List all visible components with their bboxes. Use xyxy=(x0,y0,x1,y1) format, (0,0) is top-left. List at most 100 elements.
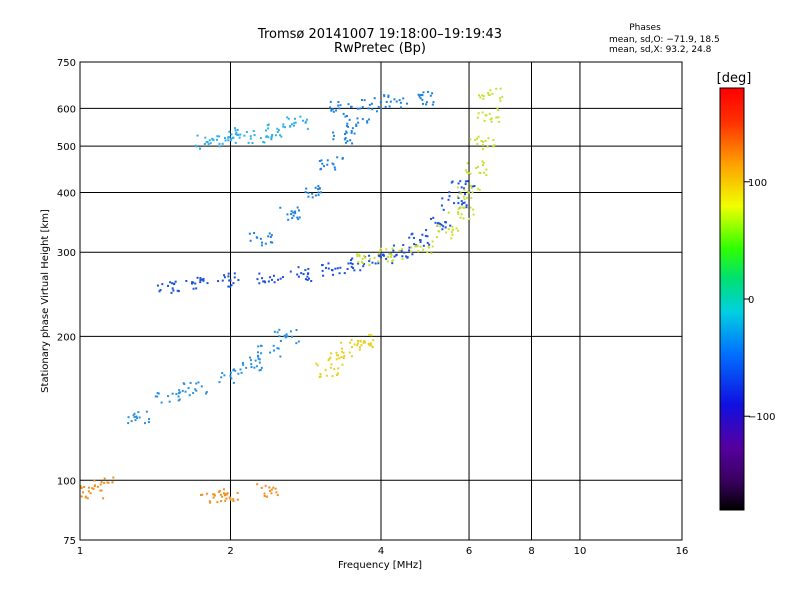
scatter-point xyxy=(402,244,405,247)
scatter-point xyxy=(468,217,471,220)
scatter-point xyxy=(329,356,332,359)
scatter-point xyxy=(487,137,490,140)
scatter-point xyxy=(419,245,422,248)
scatter-point xyxy=(349,262,352,265)
scatter-point xyxy=(286,116,289,119)
scatter-point xyxy=(279,277,282,280)
scatter-point xyxy=(280,135,283,138)
scatter-point xyxy=(232,282,235,285)
scatter-point xyxy=(132,414,135,417)
scatter-point xyxy=(84,495,87,498)
scatter-point xyxy=(276,331,279,334)
scatter-point xyxy=(476,137,479,140)
scatter-point xyxy=(188,394,191,397)
scatter-point xyxy=(296,273,299,276)
scatter-point xyxy=(282,123,285,126)
scatter-point xyxy=(194,388,197,391)
scatter-point xyxy=(260,486,263,489)
scatter-point xyxy=(189,381,192,384)
scatter-point xyxy=(299,115,302,118)
scatter-point xyxy=(336,267,339,270)
scatter-point xyxy=(334,267,337,270)
scatter-point xyxy=(154,395,157,398)
scatter-point xyxy=(199,281,202,284)
scatter-point xyxy=(425,101,428,104)
x-axis-ticks: 1 2 4 6 8 10 16 xyxy=(77,546,689,557)
scatter-point xyxy=(495,87,498,90)
scatter-point xyxy=(367,118,370,121)
colorbar-label: [deg] xyxy=(717,71,752,86)
scatter-point xyxy=(234,369,237,372)
scatter-point xyxy=(226,492,229,495)
scatter-point xyxy=(382,254,385,257)
scatter-point xyxy=(482,144,485,147)
scatter-point xyxy=(247,141,250,144)
scatter-point xyxy=(468,191,471,194)
scatter-point xyxy=(479,171,482,174)
scatter-point xyxy=(427,90,430,93)
scatter-point xyxy=(328,357,331,360)
scatter-point xyxy=(86,497,89,500)
scatter-point xyxy=(324,369,327,372)
scatter-point xyxy=(267,127,270,130)
scatter-point xyxy=(360,98,363,101)
scatter-point xyxy=(338,357,341,360)
scatter-point xyxy=(147,418,150,421)
scatter-point xyxy=(363,99,366,102)
scatter-point xyxy=(395,254,398,257)
scatter-point xyxy=(160,401,163,404)
scatter-point xyxy=(360,344,363,347)
scatter-point xyxy=(359,107,362,110)
scatter-point xyxy=(392,244,395,247)
scatter-point xyxy=(237,279,240,282)
scatter-point xyxy=(111,481,114,484)
x-tick-label: 8 xyxy=(528,546,534,557)
scatter-point xyxy=(385,100,388,103)
scatter-point xyxy=(400,248,403,251)
scatter-point xyxy=(171,392,174,395)
scatter-point xyxy=(267,123,270,126)
scatter-point xyxy=(370,344,373,347)
scatter-point xyxy=(208,139,211,142)
scatter-point xyxy=(371,346,374,349)
scatter-point xyxy=(276,127,279,130)
scatter-point xyxy=(135,415,138,418)
scatter-point xyxy=(451,225,454,228)
scatter-point xyxy=(274,487,277,490)
scatter-point xyxy=(358,346,361,349)
scatter-point xyxy=(316,364,319,367)
scatter-point xyxy=(227,139,230,142)
scatter-point xyxy=(245,130,248,133)
scatter-point xyxy=(291,217,294,220)
scatter-point xyxy=(447,211,450,214)
scatter-point xyxy=(380,107,383,110)
scatter-point xyxy=(356,342,359,345)
x-tick-label: 10 xyxy=(574,546,587,557)
colorbar-tick-label: 0 xyxy=(748,295,754,306)
scatter-point xyxy=(492,139,495,142)
scatter-point xyxy=(251,142,254,145)
scatter-point xyxy=(224,137,227,140)
scatter-point xyxy=(236,491,239,494)
scatter-point xyxy=(100,489,103,492)
scatter-point xyxy=(236,498,239,501)
scatter-point xyxy=(426,241,429,244)
scatter-point xyxy=(314,186,317,189)
scatter-point xyxy=(448,191,451,194)
scatter-point xyxy=(245,366,248,369)
scatter-point xyxy=(350,265,353,268)
scatter-point xyxy=(474,138,477,141)
scatter-point xyxy=(385,248,388,251)
scatter-point xyxy=(461,206,464,209)
scatter-point xyxy=(178,389,181,392)
scatter-point xyxy=(425,229,428,232)
scatter-point xyxy=(276,347,279,350)
scatter-point xyxy=(450,231,453,234)
scatter-point xyxy=(99,489,102,492)
scatter-point xyxy=(293,122,296,125)
scatter-point xyxy=(481,160,484,163)
scatter-point xyxy=(305,120,308,123)
scatter-point xyxy=(467,172,470,175)
scatter-point xyxy=(284,336,287,339)
